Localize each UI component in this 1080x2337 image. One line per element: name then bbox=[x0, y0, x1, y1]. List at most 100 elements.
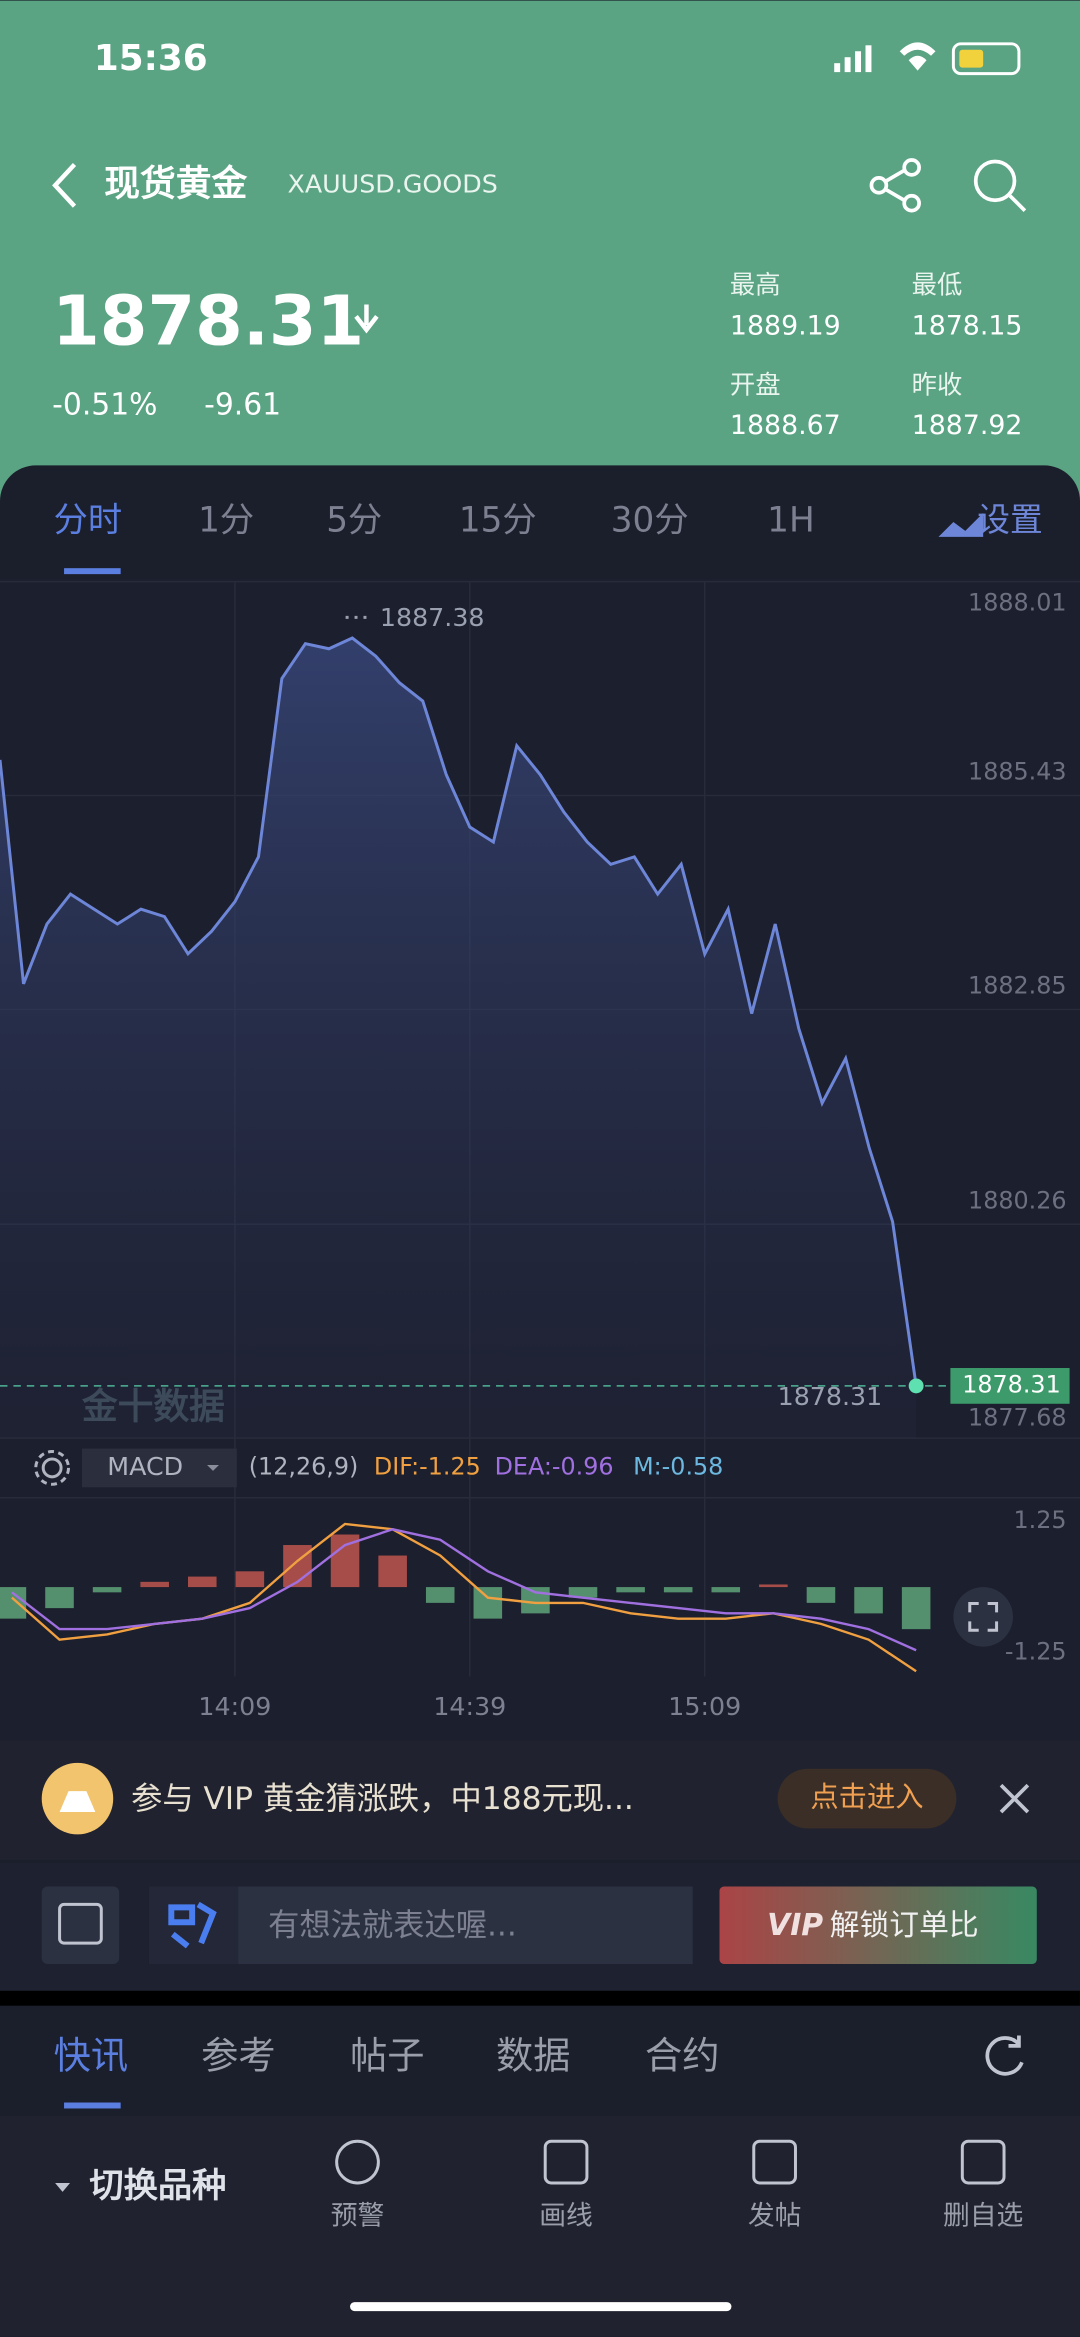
price-area bbox=[0, 638, 917, 1439]
code: XAUUSD.GOODS bbox=[288, 168, 498, 198]
last-price-box bbox=[950, 1368, 1070, 1404]
banner-close[interactable] bbox=[999, 1783, 1030, 1814]
switch-arrow bbox=[55, 2182, 71, 2192]
tool-icon bbox=[543, 2139, 589, 2185]
separator bbox=[0, 1990, 1080, 2006]
macd-bar bbox=[711, 1587, 741, 1593]
macd-bar bbox=[45, 1587, 74, 1609]
news-tab[interactable]: 参考 bbox=[201, 2033, 275, 2077]
tool-label[interactable]: 发帖 bbox=[748, 2201, 802, 2232]
x-tick-label: 14:39 bbox=[433, 1691, 506, 1721]
stat-value: 1878.15 bbox=[912, 310, 1023, 341]
vip-badge: VIP bbox=[767, 1908, 823, 1943]
down-arrow bbox=[354, 304, 379, 334]
macd-tick-label: 1.25 bbox=[1014, 1506, 1067, 1534]
macd-bar bbox=[330, 1534, 360, 1588]
tab-underline bbox=[64, 568, 121, 575]
y-tick-label: 1885.43 bbox=[968, 758, 1067, 786]
macd-params: (12,26,9) bbox=[249, 1452, 359, 1480]
dea-line bbox=[11, 1528, 917, 1652]
macd-bar bbox=[378, 1555, 407, 1588]
stat-value: 1889.19 bbox=[730, 310, 841, 341]
period-tab[interactable]: 5分 bbox=[326, 500, 382, 540]
stat-label: 昨收 bbox=[912, 369, 963, 399]
x-tick-label: 14:09 bbox=[198, 1691, 271, 1721]
change: -9.61 bbox=[204, 387, 281, 422]
news-tab[interactable]: 合约 bbox=[645, 2033, 719, 2077]
tool-icon bbox=[335, 2139, 380, 2185]
gold-bar bbox=[59, 1791, 96, 1813]
macd-bar bbox=[425, 1587, 455, 1603]
last-price-label: 1878.31 bbox=[778, 1381, 883, 1411]
banner-button-bg[interactable] bbox=[777, 1768, 957, 1829]
macd-bar bbox=[235, 1571, 265, 1588]
news-tab[interactable]: 数据 bbox=[496, 2033, 570, 2077]
macd-name: MACD bbox=[107, 1451, 183, 1481]
macd-bar bbox=[188, 1576, 217, 1588]
comment-input[interactable] bbox=[148, 1886, 693, 1964]
fullscreen-button[interactable] bbox=[953, 1587, 1013, 1647]
refresh-button[interactable] bbox=[985, 2035, 1024, 2076]
period-tab[interactable]: 15分 bbox=[459, 500, 537, 540]
macd-bar bbox=[140, 1581, 169, 1588]
fullscreen-icon bbox=[968, 1601, 999, 1632]
dropdown-arrow bbox=[207, 1464, 219, 1471]
search-button[interactable] bbox=[973, 159, 1027, 212]
tool-icon bbox=[960, 2139, 1006, 2185]
macd-bar bbox=[901, 1587, 931, 1630]
share-button[interactable] bbox=[869, 158, 921, 213]
vip-button-label: 解锁订单比 bbox=[830, 1908, 979, 1943]
change-pct: -0.51% bbox=[52, 387, 157, 422]
banner-text[interactable]: 参与 VIP 黄金猜涨跌，中188元现... bbox=[131, 1781, 634, 1817]
y-tick-label: 1877.68 bbox=[968, 1403, 1067, 1431]
news-tab[interactable]: 帖子 bbox=[350, 2033, 424, 2077]
dif-label: DIF:-1.25 bbox=[374, 1452, 481, 1480]
last-point bbox=[908, 1378, 924, 1394]
y-tick-label: 1888.01 bbox=[968, 588, 1067, 616]
home-indicator bbox=[350, 2302, 732, 2312]
toolbar-bg bbox=[0, 2115, 1080, 2337]
tool-label[interactable]: 预警 bbox=[331, 2201, 385, 2232]
price: 1878.31 bbox=[52, 281, 364, 361]
watermark: 金十数据 bbox=[81, 1386, 225, 1427]
y-tick-label: 1882.85 bbox=[968, 972, 1067, 1000]
logo bbox=[168, 1901, 217, 1949]
banner-button[interactable]: 点击进入 bbox=[810, 1781, 923, 1814]
gear-icon[interactable] bbox=[34, 1450, 71, 1486]
dea-label: DEA:-0.96 bbox=[495, 1452, 614, 1480]
stat-label: 最高 bbox=[730, 270, 781, 300]
switch-button[interactable]: 切换品种 bbox=[89, 2166, 226, 2206]
settings-icon bbox=[938, 513, 984, 537]
stat-label: 开盘 bbox=[730, 369, 781, 399]
macd-tick-label: -1.25 bbox=[1005, 1637, 1067, 1665]
tool-label[interactable]: 画线 bbox=[539, 2201, 593, 2232]
period-tab[interactable]: 30分 bbox=[611, 500, 689, 540]
stat-label: 最低 bbox=[912, 270, 963, 300]
y-tick-label: 1880.26 bbox=[968, 1186, 1067, 1214]
period-tab[interactable]: 1分 bbox=[198, 500, 254, 540]
info-icon bbox=[58, 1902, 103, 1945]
news-tab[interactable]: 快讯 bbox=[54, 2033, 128, 2077]
news-underline bbox=[64, 2102, 121, 2109]
back-button[interactable] bbox=[52, 162, 77, 208]
macd-bar bbox=[568, 1587, 598, 1598]
period-tab[interactable]: 1H bbox=[767, 500, 815, 540]
tool-label[interactable]: 删自选 bbox=[943, 2201, 1023, 2232]
macd-bar bbox=[854, 1587, 883, 1614]
tool-icon bbox=[752, 2139, 797, 2185]
status-time: 15:36 bbox=[94, 38, 208, 79]
input-placeholder: 有想法就表达喔... bbox=[268, 1908, 517, 1944]
x-tick-label: 15:09 bbox=[668, 1691, 741, 1721]
last-price-tag: 1878.31 bbox=[962, 1370, 1061, 1398]
peak-label: 1887.38 bbox=[380, 602, 485, 632]
macd-bar bbox=[473, 1587, 503, 1619]
macd-bar bbox=[759, 1584, 788, 1588]
vip-button[interactable] bbox=[719, 1886, 1037, 1964]
period-tab[interactable]: 分时 bbox=[54, 500, 123, 540]
info-button[interactable] bbox=[41, 1886, 120, 1964]
stat-value: 1888.67 bbox=[730, 410, 841, 441]
macd-bar bbox=[663, 1587, 693, 1593]
status-icons bbox=[834, 42, 1021, 76]
settings[interactable]: 设置 bbox=[977, 501, 1043, 539]
